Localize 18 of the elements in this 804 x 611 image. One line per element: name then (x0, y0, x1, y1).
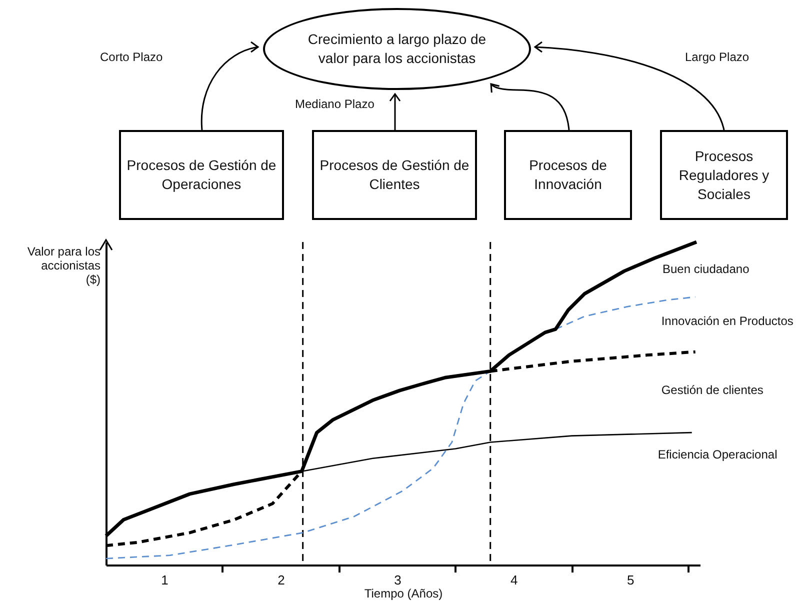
series-label: Buen ciudadano (662, 262, 750, 276)
text: Mediano Plazo (295, 96, 374, 112)
x-axis-title: Tiempo (Años) (364, 586, 443, 600)
text: Gestión de clientes (661, 382, 764, 397)
x-tick-label: 1 (161, 572, 168, 588)
y-axis-title: Valor para los accionistas ($) (27, 244, 100, 286)
text: Largo Plazo (685, 48, 750, 66)
rectangle-outline: Procesos de Gestión de Clientes (312, 130, 477, 220)
x-tick-label: 5 (627, 572, 634, 588)
x-tick-label: 3 (394, 572, 402, 588)
series-label: Innovación en Productos (661, 314, 794, 328)
series-label: Eficiencia Operacional (658, 448, 778, 462)
rectangle-outline: Procesos de Innovación (504, 130, 632, 220)
rectangle-outline: Procesos de Gestión de Operaciones (119, 130, 284, 220)
rectangle-outline: Procesos Reguladores y Sociales (660, 130, 788, 220)
text: Corto Plazo (100, 48, 163, 66)
x-tick-label: 4 (510, 572, 518, 588)
x-tick-label: 2 (278, 572, 285, 588)
